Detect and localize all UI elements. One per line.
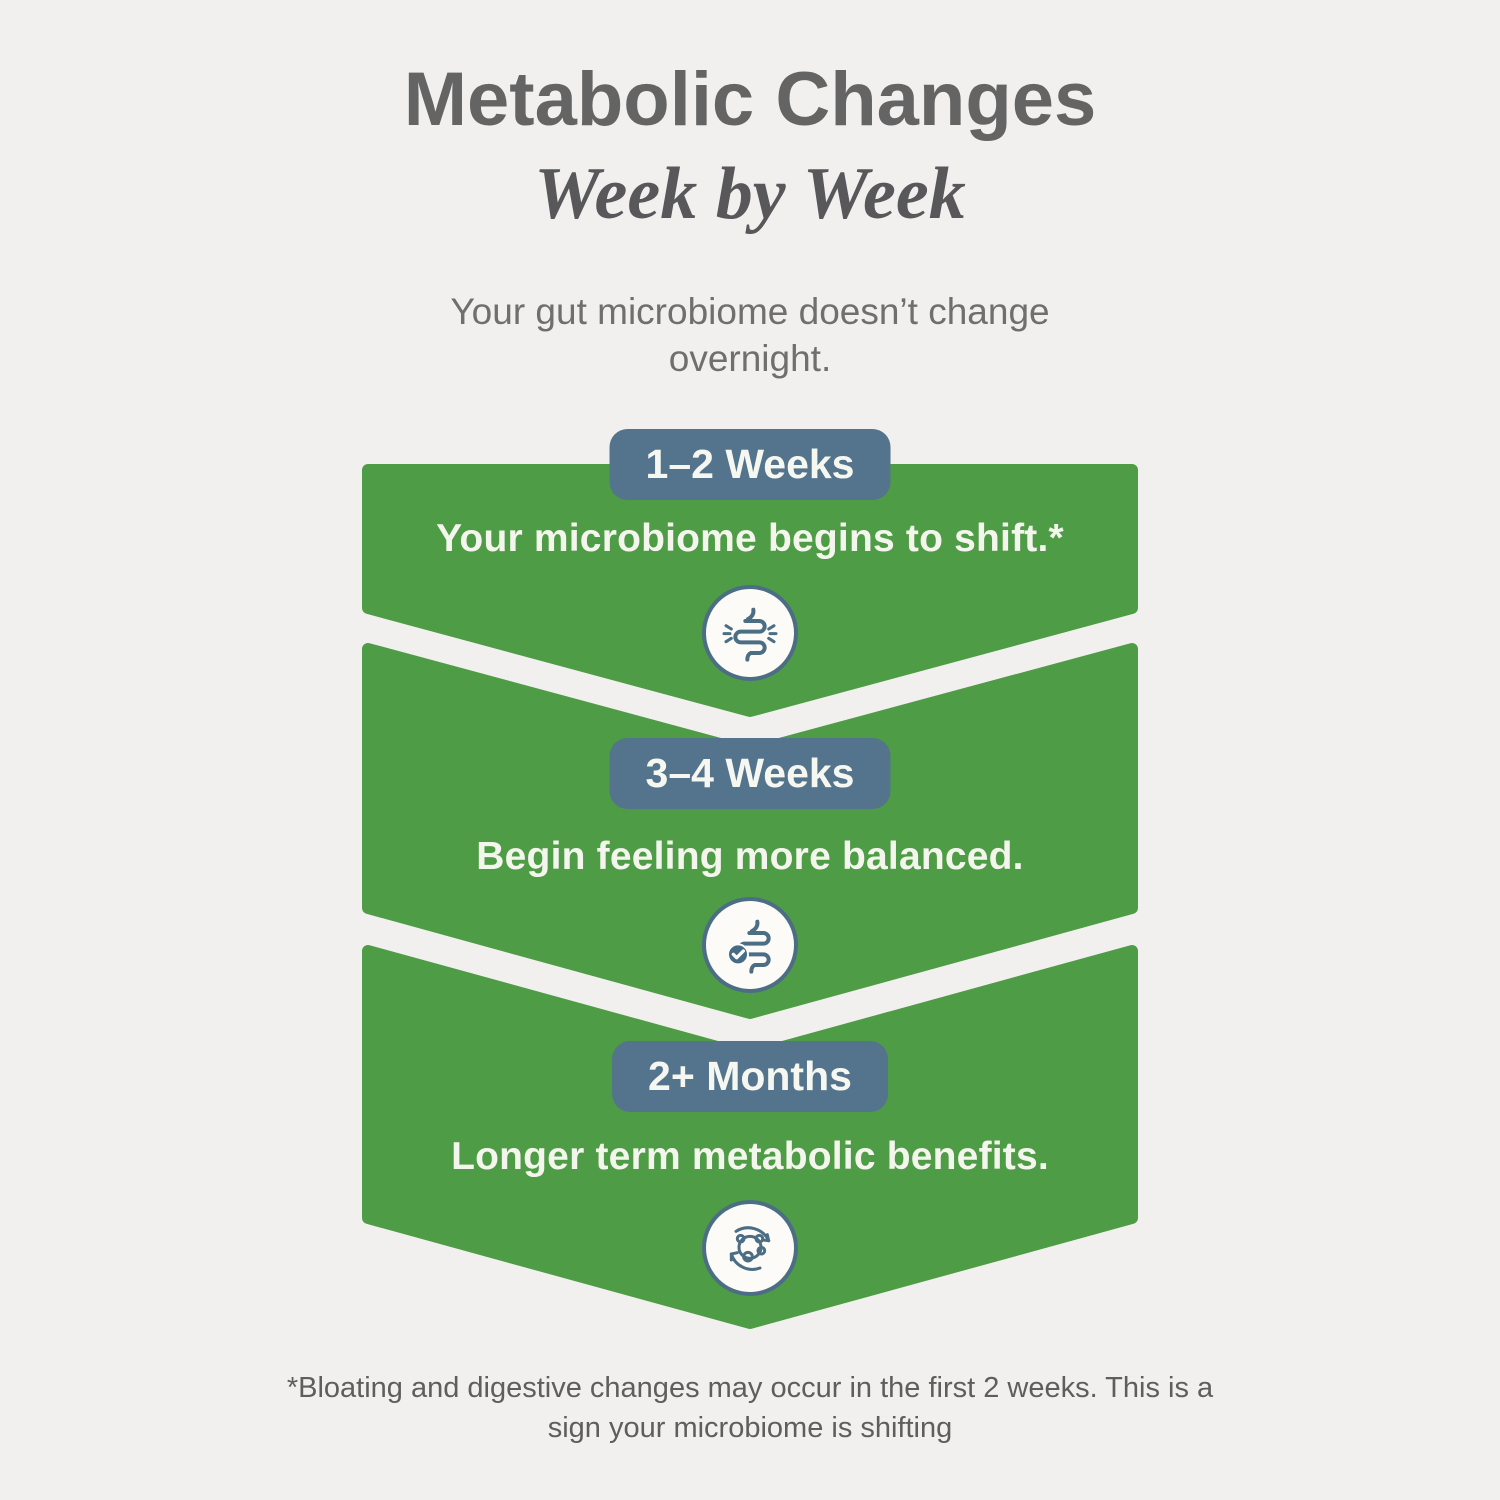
stage-badge-1: 1–2 Weeks bbox=[609, 429, 891, 500]
gut-check-icon bbox=[727, 919, 771, 974]
intro-description: Your gut microbiome doesn’t change overn… bbox=[0, 288, 1500, 382]
page-subtitle: Week by Week bbox=[534, 153, 966, 235]
stage-icon-circle-1 bbox=[702, 585, 798, 681]
page-title: Metabolic Changes bbox=[403, 57, 1097, 142]
stage-badge-3: 2+ Months bbox=[612, 1041, 888, 1112]
intro-description-line1: Your gut microbiome doesn’t change bbox=[450, 291, 1050, 332]
intro-description-line2: overnight. bbox=[668, 338, 832, 379]
stage-text-2: Begin feeling more balanced. bbox=[476, 835, 1024, 878]
stage-text-3: Longer term metabolic benefits. bbox=[451, 1135, 1049, 1178]
footnote-line2: sign your microbiome is shifting bbox=[547, 1412, 953, 1444]
stage-badge-2: 3–4 Weeks bbox=[609, 738, 891, 809]
gut-shift-icon bbox=[722, 607, 778, 662]
stage-icon-circle-2 bbox=[702, 897, 798, 993]
stage-icon-circle-3 bbox=[702, 1200, 798, 1296]
footnote: *Bloating and digestive changes may occu… bbox=[0, 1368, 1500, 1448]
footnote-line1: *Bloating and digestive changes may occu… bbox=[286, 1372, 1214, 1404]
metabolism-cycle-icon bbox=[729, 1226, 771, 1271]
stage-text-1: Your microbiome begins to shift.* bbox=[436, 517, 1064, 560]
